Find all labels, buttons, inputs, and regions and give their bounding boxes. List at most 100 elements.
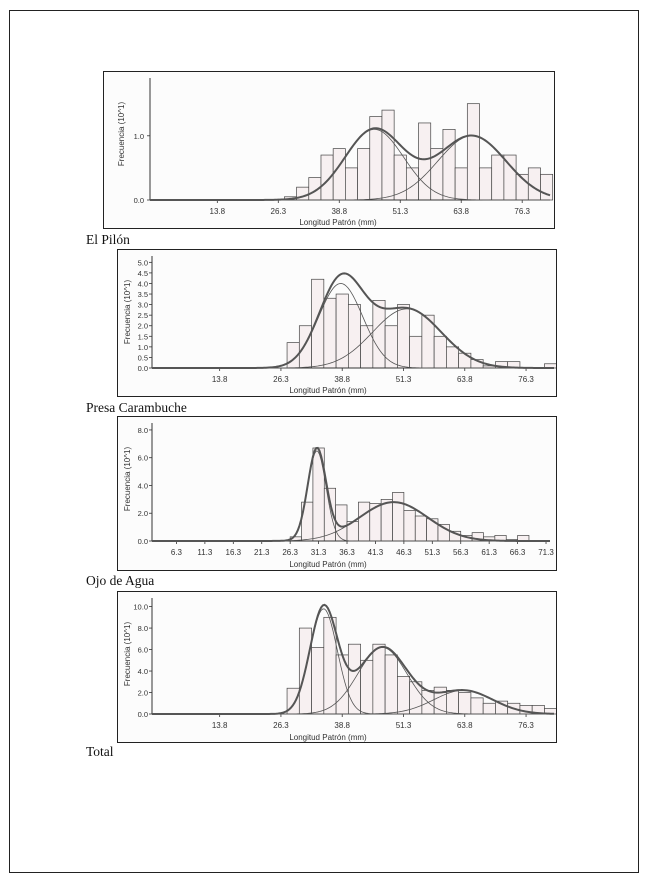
histogram-bar xyxy=(335,293,349,369)
chart-total: 0.0 2.0 4.0 6.0 8.0 10.0 13.8 26.3 38.8 51.3 63.8 7… xyxy=(123,598,556,742)
y-tick-label: 4.0 xyxy=(138,481,148,490)
histogram-bar xyxy=(372,300,386,369)
x-tick-label: 51.3 xyxy=(392,207,408,216)
x-tick-label: 76.3 xyxy=(518,721,534,730)
y-tick-label: 1.0 xyxy=(138,343,148,352)
y-axis-label: Frecuencia (10^1) xyxy=(123,447,132,512)
histogram-bar xyxy=(323,297,337,369)
histogram-bar xyxy=(446,346,460,369)
histogram-bar xyxy=(332,148,346,201)
histogram-bar xyxy=(347,304,361,369)
x-tick-label: 6.3 xyxy=(171,548,183,557)
y-axis-label: Frecuencia (10^1) xyxy=(117,102,126,167)
histogram-bar xyxy=(466,103,480,201)
y-tick-label: 4.0 xyxy=(138,279,148,288)
x-axis-label: Longitud Patrón (mm) xyxy=(289,386,367,395)
y-tick-label: 0.0 xyxy=(134,196,144,205)
histogram-bar xyxy=(384,654,398,715)
y-tick-label: 4.0 xyxy=(138,667,148,676)
histogram-bar xyxy=(446,690,460,715)
histogram-bar xyxy=(380,498,393,542)
x-tick-label: 21.3 xyxy=(254,548,270,557)
caption-ojo-de-agua: Ojo de Agua xyxy=(86,573,155,588)
y-tick-label: 6.0 xyxy=(138,646,148,655)
caption-el-pilon: El Pilón xyxy=(86,232,130,247)
panel-total: 0.0 2.0 4.0 6.0 8.0 10.0 13.8 26.3 38.8 51.3 63.8 7… xyxy=(117,591,557,743)
y-tick-label: 2.0 xyxy=(138,509,148,518)
chart-el-pilon: 0.0 1.0 13.8 26.3 38.8 51.3 63.8 76.3 Longitud P… xyxy=(117,78,554,227)
y-tick-label: 4.5 xyxy=(138,269,148,278)
x-tick-label: 38.8 xyxy=(334,375,350,384)
y-tick-label: 8.0 xyxy=(138,426,148,435)
x-tick-label: 76.3 xyxy=(514,207,530,216)
x-tick-label: 63.8 xyxy=(457,375,473,384)
x-tick-label: 66.3 xyxy=(510,548,526,557)
x-axis-label: Longitud Patrón (mm) xyxy=(299,218,377,227)
x-tick-label: 26.3 xyxy=(273,721,289,730)
total-fit-curve xyxy=(150,127,551,201)
panel-presa-carambuche: 0.0 0.5 1.0 1.5 2.0 2.5 3.0 3.5 4.0 4.5 5.0 13.8 26.… xyxy=(117,249,557,397)
histogram-bar xyxy=(414,515,427,542)
y-tick-label: 8.0 xyxy=(138,624,148,633)
histogram-bar xyxy=(381,109,395,201)
histogram-bar xyxy=(479,167,493,201)
histogram-bar xyxy=(323,616,337,715)
x-tick-label: 61.3 xyxy=(481,548,497,557)
x-tick-label: 31.3 xyxy=(311,548,327,557)
y-tick-label: 0.0 xyxy=(138,537,148,546)
x-tick-label: 36.3 xyxy=(339,548,355,557)
y-tick-label: 2.0 xyxy=(138,322,148,331)
x-tick-label: 13.8 xyxy=(212,721,228,730)
histogram-bar xyxy=(298,325,312,369)
x-tick-label: 56.3 xyxy=(453,548,469,557)
x-tick-label: 46.3 xyxy=(396,548,412,557)
histogram-bar xyxy=(311,647,325,715)
y-tick-label: 0.0 xyxy=(138,710,148,719)
panel-el-pilon: 0.0 1.0 13.8 26.3 38.8 51.3 63.8 76.3 Longitud P… xyxy=(103,71,555,229)
y-tick-label: 2.5 xyxy=(138,311,148,320)
histogram-bar xyxy=(470,697,484,715)
histogram-bar xyxy=(358,501,371,542)
x-tick-label: 38.8 xyxy=(334,721,350,730)
histogram-bar xyxy=(540,173,554,201)
histogram-bar xyxy=(311,278,325,369)
y-axis-label: Frecuencia (10^1) xyxy=(123,280,132,345)
chart-ojo-de-agua: 0.0 2.0 4.0 6.0 8.0 6.3 11.3 16.3 21.3 26.3 31.3 36… xyxy=(123,423,554,569)
x-tick-label: 63.8 xyxy=(453,207,469,216)
histogram-bar xyxy=(392,492,405,542)
total-fit-curve xyxy=(152,272,554,369)
y-axis-label: Frecuencia (10^1) xyxy=(123,622,132,687)
x-axis-label: Longitud Patrón (mm) xyxy=(289,733,367,742)
y-tick-label: 1.5 xyxy=(138,332,148,341)
total-fit-curve xyxy=(152,603,555,715)
y-tick-label: 1.0 xyxy=(134,132,144,141)
y-tick-label: 3.5 xyxy=(138,290,148,299)
y-tick-label: 0.5 xyxy=(138,353,148,362)
histogram-bar xyxy=(482,702,496,715)
x-tick-label: 38.8 xyxy=(331,207,347,216)
x-tick-label: 41.3 xyxy=(368,548,384,557)
x-tick-label: 11.3 xyxy=(197,548,213,557)
x-tick-label: 13.8 xyxy=(212,375,228,384)
histogram-bar xyxy=(360,325,374,369)
histogram-bar xyxy=(397,304,410,369)
x-axis-label: Longitud Patrón (mm) xyxy=(289,560,367,569)
y-tick-label: 3.0 xyxy=(138,301,148,310)
y-tick-label: 10.0 xyxy=(133,603,148,612)
total-fit-curve xyxy=(152,446,550,542)
x-tick-label: 16.3 xyxy=(226,548,242,557)
x-tick-label: 13.8 xyxy=(210,207,226,216)
y-tick-label: 5.0 xyxy=(138,258,148,267)
x-tick-label: 26.3 xyxy=(273,375,289,384)
x-tick-label: 63.8 xyxy=(457,721,473,730)
histogram-bar xyxy=(357,148,371,201)
caption-presa-carambuche: Presa Carambuche xyxy=(86,400,187,415)
x-tick-label: 51.3 xyxy=(396,375,412,384)
histogram-bar xyxy=(491,154,505,201)
panel-ojo-de-agua: 0.0 2.0 4.0 6.0 8.0 6.3 11.3 16.3 21.3 26.3 31.3 36… xyxy=(117,416,557,571)
histogram-bar xyxy=(345,167,358,201)
x-tick-label: 51.3 xyxy=(425,548,441,557)
histogram-bar xyxy=(372,643,386,715)
histogram-bar xyxy=(442,129,456,201)
histogram-bar xyxy=(458,692,472,715)
